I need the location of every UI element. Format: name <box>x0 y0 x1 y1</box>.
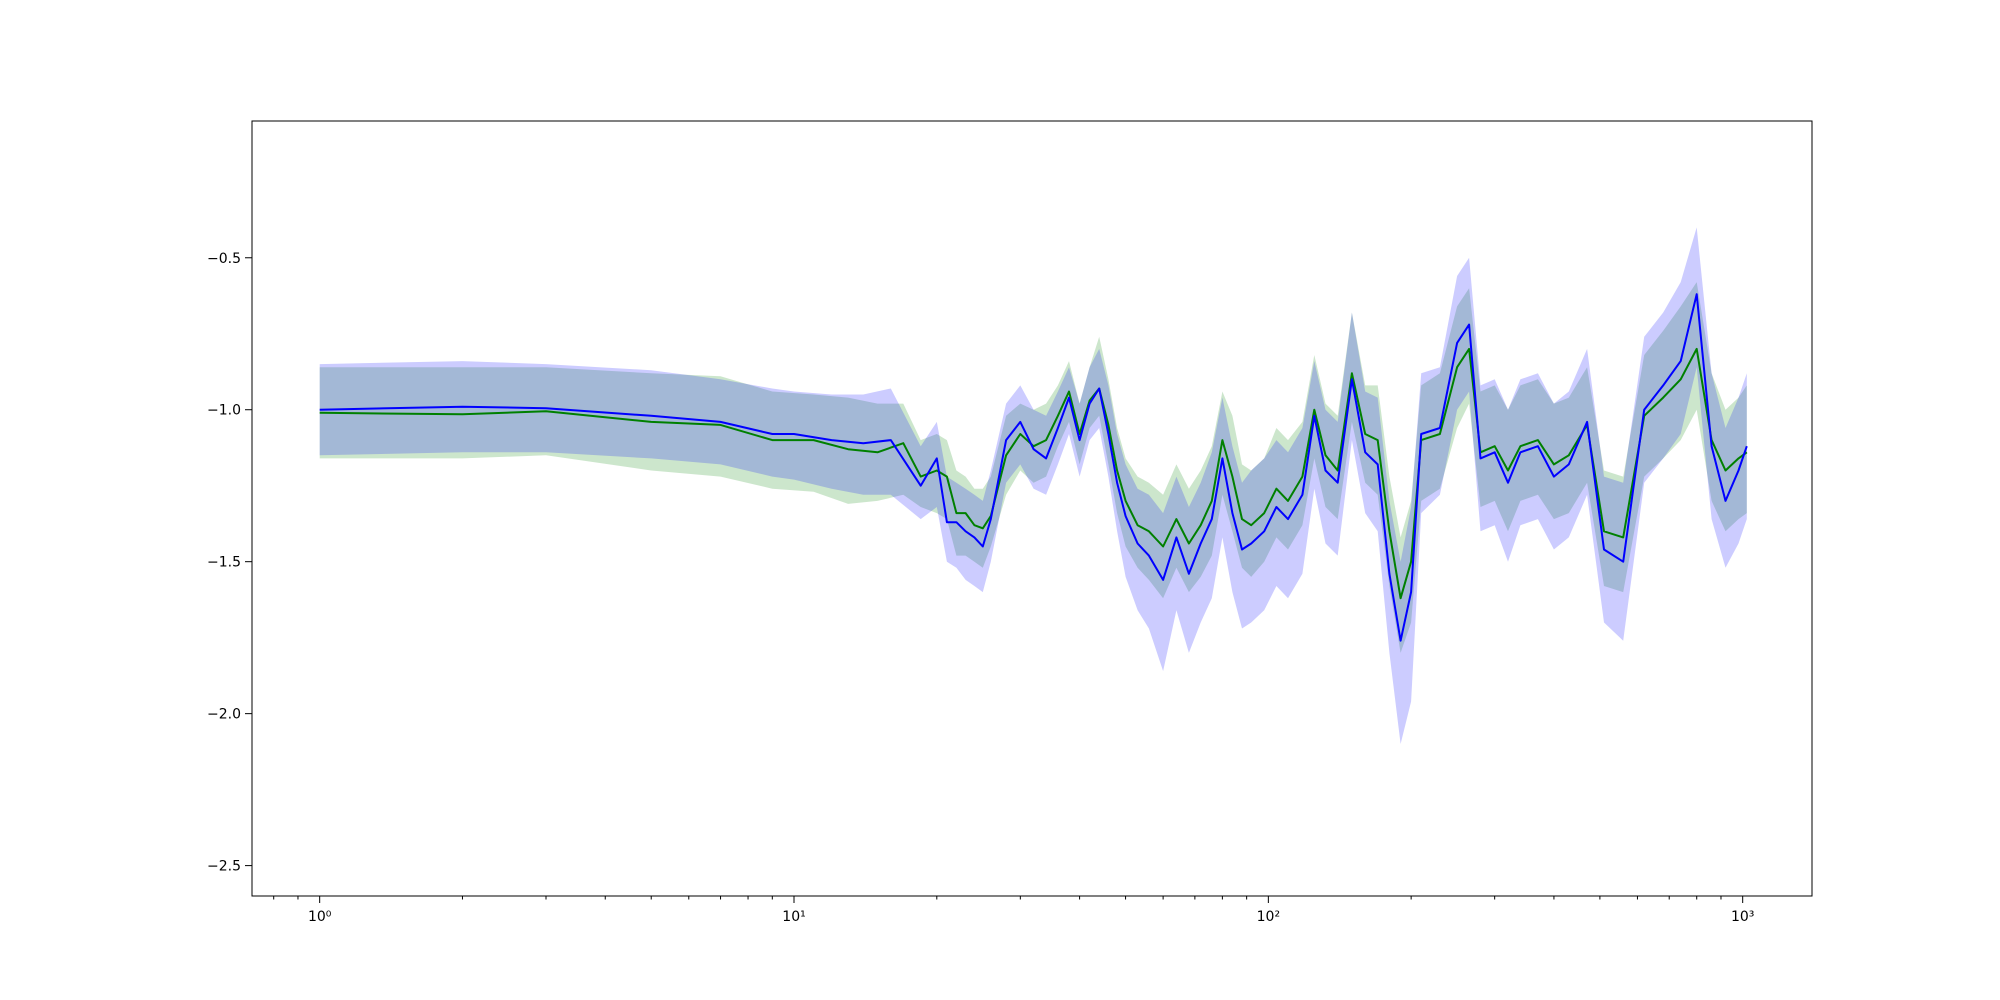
series-1-line <box>319 347 1748 600</box>
x-tick-label: 10³ <box>1731 909 1754 925</box>
y-tick-label: −1.5 <box>207 555 241 571</box>
series-2-band <box>319 227 1747 744</box>
y-axis: −0.5 −1.0 −1.5 −2.0 −2.5 <box>207 251 252 875</box>
plot-frame <box>251 120 1813 897</box>
x-tick-label: 10⁰ <box>308 909 332 925</box>
series-1-band <box>319 282 1747 653</box>
y-tick-label: −2.5 <box>207 859 241 875</box>
series-2-line <box>319 293 1748 642</box>
y-tick-label: −0.5 <box>207 251 241 267</box>
y-tick-label: −1.0 <box>207 403 241 419</box>
y-tick-label: −2.0 <box>207 707 241 723</box>
x-tick-label: 10¹ <box>782 909 805 925</box>
x-tick-label: 10² <box>1257 909 1280 925</box>
series-lines <box>319 293 1748 642</box>
x-axis: 10⁰ 10¹ 10² 10³ <box>273 896 1754 925</box>
confidence-bands <box>319 227 1747 744</box>
